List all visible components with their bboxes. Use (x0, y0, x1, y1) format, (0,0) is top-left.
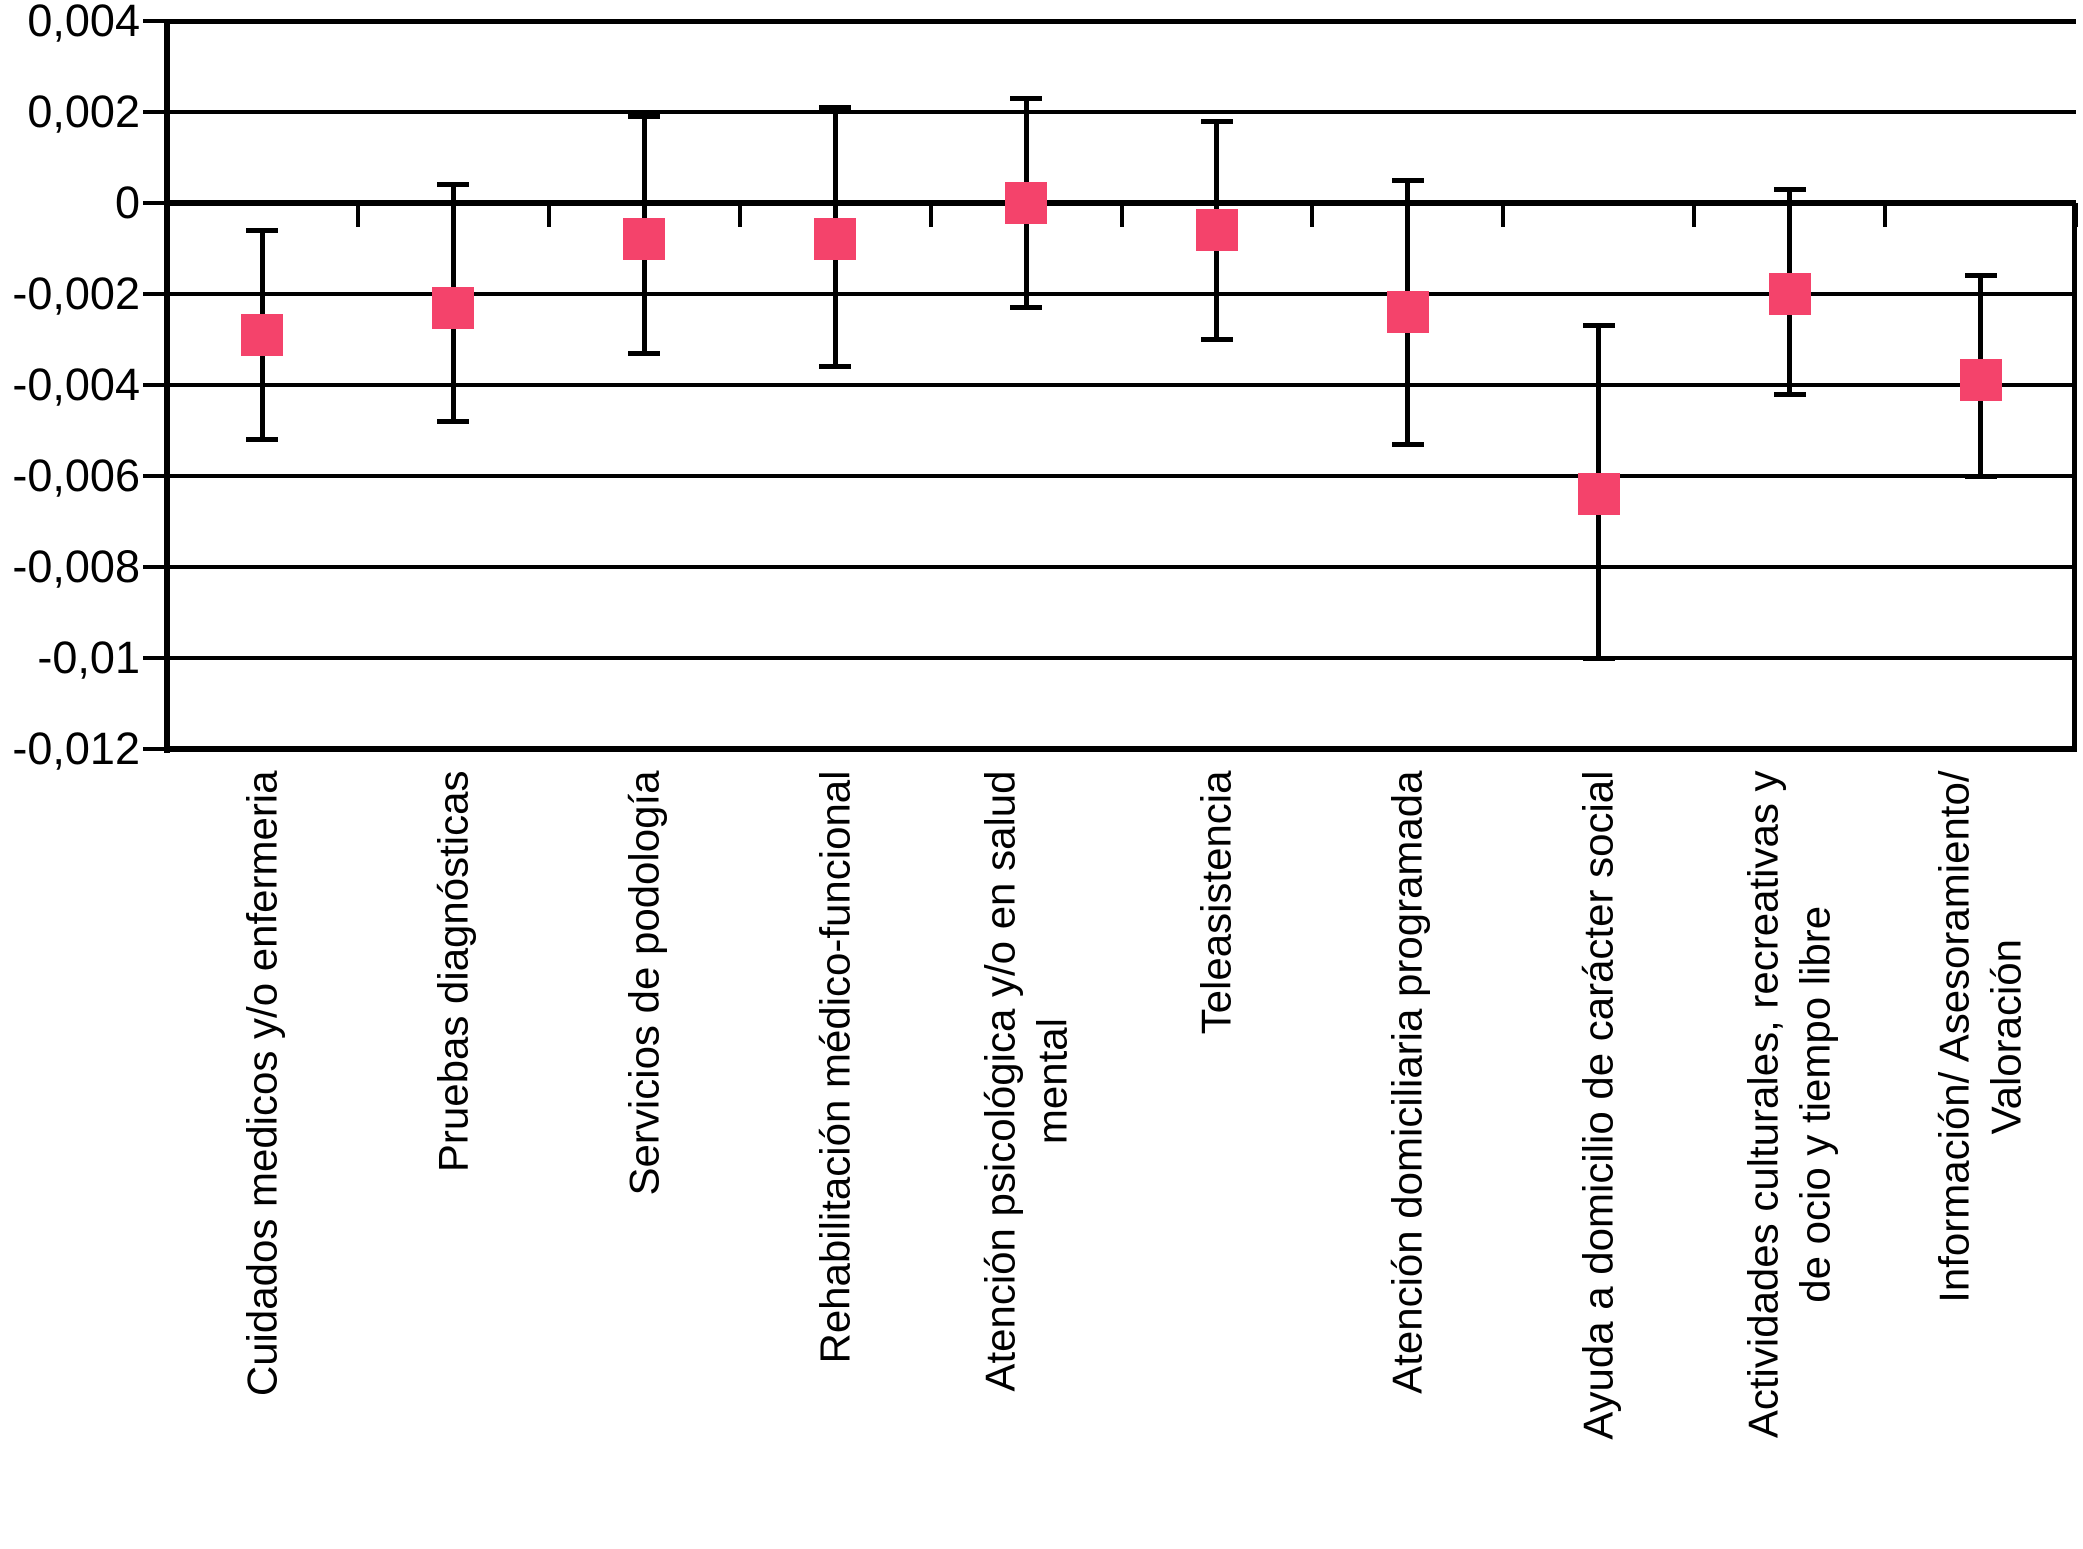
category-label-text: Servicios de podología (620, 770, 667, 1195)
error-bar-cap-bottom (437, 418, 470, 424)
x-axis-tick (355, 203, 360, 227)
category-label-text: Atención domiciliaria programada (1383, 770, 1431, 1394)
category-label-text: Actividades culturales, recreativas y de… (1739, 770, 1839, 1438)
category-label: Cuidados medicos y/o enfermeria (206, 770, 318, 1549)
category-label: Teleasistencia (1161, 770, 1273, 1549)
y-axis-tick (143, 474, 164, 478)
y-axis-tick-label: 0 (114, 177, 140, 228)
y-axis-tick (143, 292, 164, 296)
gridline (167, 656, 2076, 660)
error-bar-cap-top (1010, 95, 1043, 101)
x-axis-tick (2074, 203, 2078, 227)
data-point-marker (1005, 182, 1048, 224)
gridline (167, 383, 2076, 387)
error-bar-cap-top (1964, 273, 1997, 279)
y-axis-tick (143, 383, 164, 387)
error-bar-cap-bottom (628, 350, 661, 356)
x-axis-tick (1119, 203, 1124, 227)
data-point-marker (1577, 473, 1620, 516)
error-bar-cap-bottom (819, 364, 852, 370)
data-point-marker (623, 218, 666, 261)
error-bar-cap-bottom (1964, 473, 1997, 479)
x-axis-tick (928, 203, 933, 227)
category-label-text: Pruebas diagnósticas (429, 770, 477, 1172)
category-label-text: Ayuda a domicilio de carácter social (1574, 770, 1622, 1440)
plot-right-edge (2072, 203, 2077, 752)
category-label-text: Información/ Asesoramiento/ Valoración (1930, 770, 2030, 1303)
x-axis-tick (546, 203, 551, 227)
data-point-marker (1386, 291, 1429, 334)
y-axis-tick (143, 565, 164, 569)
error-bar-cap-top (246, 227, 279, 233)
x-axis-tick (1883, 203, 1888, 227)
category-label-text: Atención psicológica y/o en salud mental (975, 770, 1076, 1392)
error-bar-cap-bottom (1010, 305, 1043, 311)
y-axis-tick-label: -0,004 (12, 359, 140, 410)
gridline (167, 474, 2076, 478)
data-point-marker (432, 286, 475, 329)
category-label: Actividades culturales, recreativas y de… (1734, 770, 1846, 1549)
y-axis-tick-label: -0,002 (12, 268, 140, 319)
category-label: Atención domiciliaria programada (1352, 770, 1464, 1549)
x-axis-tick (1501, 203, 1506, 227)
y-axis-tick (143, 656, 164, 660)
gridline (167, 292, 2076, 296)
y-axis-tick-label: 0,002 (27, 86, 140, 137)
x-axis-tick (1692, 203, 1697, 227)
error-bar-cap-top (437, 182, 470, 188)
y-axis-tick-label: -0,008 (12, 541, 140, 592)
gridline (167, 565, 2076, 569)
category-label: Rehabilitación médico-funcional (779, 770, 891, 1549)
y-axis-line (164, 19, 170, 753)
category-label: Atención psicológica y/o en salud mental (970, 770, 1082, 1549)
y-axis-tick (143, 110, 164, 114)
gridline (167, 110, 2076, 114)
error-bar-cap-top (819, 104, 852, 110)
data-point-marker (1959, 359, 2002, 402)
error-bar-cap-bottom (1773, 391, 1806, 397)
data-point-marker (1768, 273, 1811, 315)
y-axis-tick (143, 747, 164, 751)
error-bar-cap-bottom (246, 437, 279, 443)
y-axis-tick-label: -0,012 (12, 723, 140, 774)
y-axis-tick (143, 201, 164, 205)
error-bar-cap-top (1582, 323, 1615, 329)
category-label: Servicios de podología (588, 770, 700, 1549)
category-label-text: Rehabilitación médico-funcional (810, 770, 858, 1364)
error-bar-cap-top (1391, 177, 1424, 183)
category-label-text: Teleasistencia (1192, 770, 1240, 1034)
category-label: Ayuda a domicilio de carácter social (1543, 770, 1655, 1549)
error-bar-cap-top (628, 114, 661, 120)
error-bar-cap-bottom (1582, 655, 1615, 661)
y-axis-tick-label: -0,006 (12, 450, 140, 501)
gridline (167, 746, 2076, 752)
error-bar-cap-top (1200, 118, 1233, 124)
x-axis-tick (737, 203, 742, 227)
data-point-marker (1195, 209, 1238, 252)
error-bar-cap-bottom (1391, 441, 1424, 447)
gridline (167, 18, 2076, 24)
y-axis-tick (143, 19, 164, 23)
category-label: Pruebas diagnósticas (397, 770, 509, 1549)
category-label-text: Cuidados medicos y/o enfermeria (238, 770, 286, 1396)
data-point-marker (814, 218, 857, 261)
category-label: Información/ Asesoramiento/ Valoración (1925, 770, 2037, 1549)
data-point-marker (241, 313, 284, 356)
error-bar-cap-top (1773, 186, 1806, 192)
error-bar-cap-bottom (1200, 337, 1233, 342)
y-axis-tick-label: -0,01 (37, 632, 140, 683)
x-axis-tick (1310, 203, 1315, 227)
y-axis-tick-label: 0,004 (27, 0, 140, 46)
